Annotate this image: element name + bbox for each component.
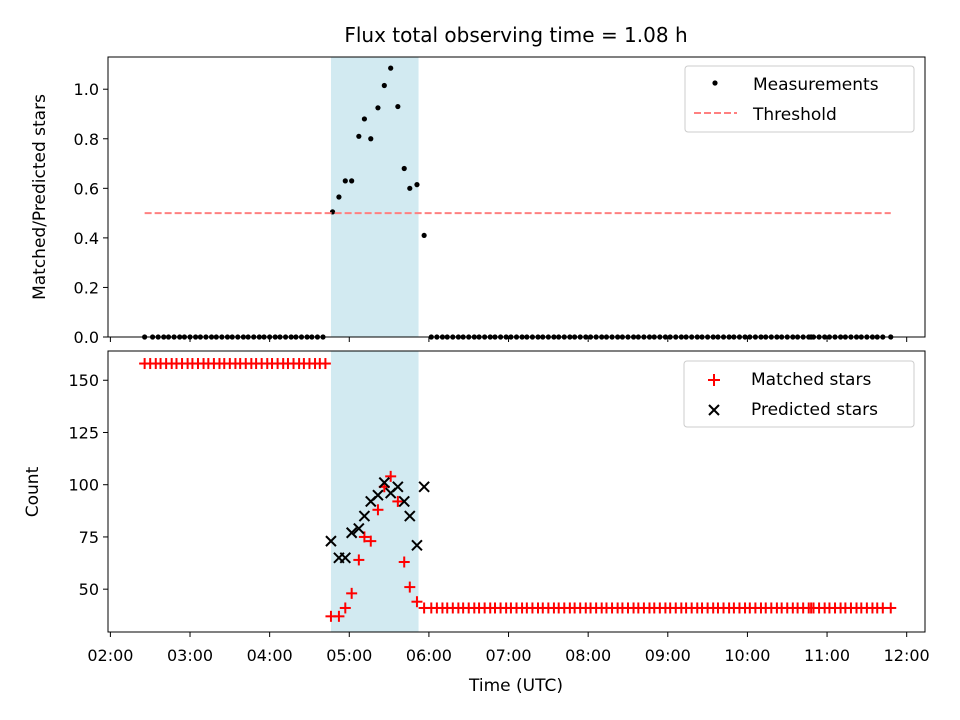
y-tick-label: 0.4 (74, 229, 99, 248)
predicted-stars-point (378, 476, 391, 489)
matched-stars-point (358, 531, 370, 543)
top-axes-frame (107, 56, 926, 338)
x-tick-label: 04:00 (247, 646, 293, 665)
x-tick-label: 06:00 (406, 646, 452, 665)
predicted-stars-point (325, 535, 337, 547)
bottom-axes-frame (107, 350, 926, 633)
bottom-legend: Matched stars Predicted stars (683, 360, 915, 428)
matched-stars-point (372, 504, 384, 516)
x-tick-label: 02:00 (87, 646, 133, 665)
measurements-point (356, 133, 362, 139)
measurements-point (336, 194, 342, 200)
measurements-point (381, 82, 387, 89)
legend-measurements-marker (712, 80, 718, 86)
x-tick-label: 11:00 (804, 646, 850, 665)
x-tick-label: 09:00 (645, 646, 691, 665)
legend-measurements-label: Measurements (753, 75, 879, 95)
x-tick-label: 05:00 (326, 646, 372, 665)
x-tick-label: 08:00 (565, 646, 611, 665)
predicted-stars-point (353, 522, 365, 535)
matched-stars-point (885, 602, 897, 614)
measurements-point (388, 65, 394, 71)
predicted-stars-point (398, 495, 410, 508)
y-tick-label: 0.6 (74, 179, 99, 198)
legend-predicted-stars-label: Predicted stars (751, 400, 878, 420)
y-tick-label: 50 (79, 580, 99, 599)
measurements-point (401, 165, 407, 172)
measurements-point (349, 178, 355, 184)
measurements-point (361, 116, 368, 122)
y-tick-label: 100 (68, 476, 99, 495)
predicted-stars-point (339, 552, 352, 564)
bottom-legend-box (683, 360, 915, 428)
matched-stars-point (404, 581, 416, 593)
measurements-point (368, 136, 374, 142)
bottom-marks (139, 358, 897, 622)
predicted-stars-point (404, 510, 416, 522)
bottom-y-axis-label: Count (23, 466, 43, 517)
measurements-point (407, 185, 413, 191)
top-shaded-interval (330, 57, 419, 337)
bottom-x-ticks: 02:00 03:00 04:00 05:00 06:00 07:00 08:00 09:00… (87, 632, 930, 665)
x-tick-label: 12:00 (884, 646, 930, 665)
x-tick-label: 07:00 (485, 646, 531, 665)
predicted-stars-point (345, 527, 358, 539)
matched-stars-point (365, 535, 377, 547)
measurements-point (395, 103, 401, 110)
measurements-point (342, 178, 348, 184)
top-x-ticks (109, 337, 908, 342)
predicted-stars-point (358, 510, 371, 522)
y-tick-label: 0.8 (74, 130, 99, 149)
predicted-stars-point (418, 481, 430, 493)
matched-stars-point (333, 610, 345, 622)
top-title: Flux total observing time = 1.08 h (344, 23, 687, 47)
measurements-point (375, 105, 381, 111)
legend-predicted-stars-marker (708, 404, 720, 416)
matched-stars-point (392, 495, 404, 507)
matched-stars-point (319, 358, 331, 370)
bottom-y-ticks: 50 75 100 125 150 (68, 371, 108, 599)
x-tick-label: 03:00 (167, 646, 213, 665)
matched-stars-point (411, 596, 423, 608)
top-legend-box (684, 65, 915, 133)
matched-stars-point (339, 602, 351, 614)
matched-stars-point (398, 556, 410, 568)
matched-stars-point (346, 587, 358, 599)
y-tick-label: 150 (68, 371, 99, 390)
top-panel: 0.0 0.2 0.4 0.6 0.8 1.0 Flux total observing … (30, 23, 926, 347)
legend-matched-stars-marker (708, 374, 720, 386)
matched-stars-point (353, 554, 365, 566)
y-tick-label: 75 (79, 528, 99, 547)
bottom-x-axis-label: Time (UTC) (468, 676, 563, 696)
legend-matched-stars-label: Matched stars (751, 370, 871, 390)
y-tick-label: 125 (68, 423, 99, 442)
predicted-stars-point (411, 539, 423, 552)
predicted-stars-point (392, 481, 404, 493)
measurements-point (421, 232, 427, 239)
y-tick-label: 1.0 (74, 80, 99, 99)
y-tick-label: 0.0 (74, 328, 99, 347)
top-y-axis-label: Matched/Predicted stars (30, 94, 50, 300)
x-tick-label: 10:00 (724, 646, 770, 665)
legend-threshold-label: Threshold (752, 105, 837, 125)
top-y-ticks: 0.0 0.2 0.4 0.6 0.8 1.0 (74, 80, 108, 347)
top-legend: Measurements Threshold (684, 65, 915, 133)
matched-stars-point (385, 470, 397, 482)
measurements-point (414, 182, 420, 188)
y-tick-label: 0.2 (74, 278, 99, 297)
predicted-stars-point (372, 489, 384, 501)
